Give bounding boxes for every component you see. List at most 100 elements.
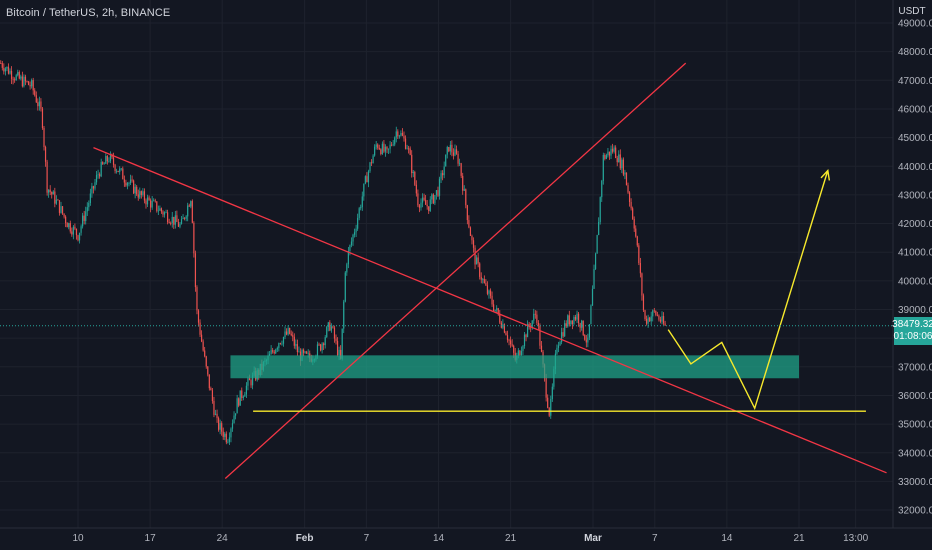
candle-body <box>46 161 48 193</box>
candle-body <box>182 217 184 220</box>
candle-body <box>324 337 326 346</box>
candle-body <box>594 253 597 270</box>
candle-body <box>534 313 536 315</box>
candle-body <box>83 215 85 221</box>
candle-body <box>618 154 620 163</box>
candle-body <box>233 415 235 424</box>
candle-body <box>17 72 19 76</box>
symbol-title: Bitcoin / TetherUS, 2h, BINANCE <box>6 7 171 19</box>
candle-body <box>296 344 298 353</box>
candle-body <box>139 191 141 198</box>
candle-body <box>374 146 376 156</box>
candle-body <box>184 217 186 219</box>
candle-body <box>573 317 575 325</box>
candle-body <box>290 333 292 336</box>
candle-body <box>91 186 93 194</box>
candle-body <box>119 168 121 172</box>
candle-body <box>151 200 153 208</box>
candle-body <box>298 351 300 353</box>
candle-body <box>659 319 662 322</box>
candle-body <box>4 68 6 72</box>
candle-body <box>44 147 47 162</box>
candle-body <box>157 210 159 212</box>
candle-body <box>281 343 283 345</box>
currency-label[interactable]: USDT <box>898 6 926 17</box>
candle-body <box>582 320 584 336</box>
candle-body <box>489 290 492 296</box>
candle-body <box>213 400 215 415</box>
y-tick-label: 34000.00 <box>898 448 932 459</box>
candle-body <box>142 191 144 195</box>
candle-body <box>102 162 104 164</box>
candle-body <box>185 216 187 219</box>
candle-body <box>247 378 249 386</box>
candle-body <box>136 186 138 195</box>
candle-body <box>180 219 183 224</box>
candle-body <box>145 200 147 205</box>
candle-body <box>250 380 252 386</box>
candle-body <box>278 343 280 348</box>
candle-body <box>103 163 105 165</box>
candle-body <box>647 317 649 324</box>
candle-body <box>547 397 549 408</box>
candle-body <box>590 305 592 325</box>
last-price-tag: 38479.32 01:08:06 <box>892 317 932 345</box>
candle-body <box>539 325 541 346</box>
candle-body <box>319 344 322 351</box>
candle-body <box>276 347 278 350</box>
candle-body <box>268 354 271 356</box>
candle-body <box>336 340 339 356</box>
candle-body <box>599 197 601 223</box>
x-tick-label: Mar <box>584 533 602 544</box>
candle-body <box>27 81 30 85</box>
candle-body <box>378 147 380 150</box>
candle-body <box>61 206 64 214</box>
candle-body <box>370 162 373 164</box>
candle-body <box>57 199 59 201</box>
candle-body <box>197 310 200 323</box>
candle-body <box>471 236 473 241</box>
candle-body <box>154 200 156 202</box>
candle-body <box>106 156 108 162</box>
candle-body <box>316 344 319 357</box>
candle-body <box>199 322 201 335</box>
bar-countdown: 01:08:06 <box>893 331 932 342</box>
candle-body <box>21 76 23 87</box>
candle-body <box>446 147 448 155</box>
candle-body <box>661 316 663 322</box>
candle-body <box>194 253 197 288</box>
candle-body <box>472 240 475 248</box>
candle-body <box>415 184 417 194</box>
candle-body <box>452 152 455 156</box>
candle-body <box>455 149 458 154</box>
candle-body <box>664 323 666 326</box>
candle-body <box>88 203 90 208</box>
candle-body <box>287 327 289 335</box>
candle-body <box>591 288 594 306</box>
candle-body <box>644 310 646 320</box>
candle-body <box>526 323 529 338</box>
candle-body <box>451 144 453 153</box>
candle-body <box>211 390 214 401</box>
candle-body <box>389 144 391 149</box>
candle-body <box>574 317 577 320</box>
candle-body <box>153 200 155 202</box>
candle-body <box>12 78 14 80</box>
candle-body <box>363 183 365 197</box>
candle-body <box>231 423 234 429</box>
time-axis[interactable]: 10 17 24 Feb 7 14 21 Mar 7 14 21 13:00 <box>72 533 868 544</box>
candle-body <box>137 194 139 198</box>
candle-body <box>479 263 481 277</box>
x-tick-label: 10 <box>72 533 84 544</box>
candle-body <box>400 133 402 136</box>
candle-body <box>208 374 210 389</box>
candle-body <box>384 146 387 152</box>
candle-body <box>636 236 638 246</box>
candle-body <box>601 180 603 198</box>
candle-body <box>105 156 107 164</box>
candle-body <box>301 349 303 361</box>
candle-body <box>347 250 349 265</box>
candle-body <box>323 343 325 346</box>
